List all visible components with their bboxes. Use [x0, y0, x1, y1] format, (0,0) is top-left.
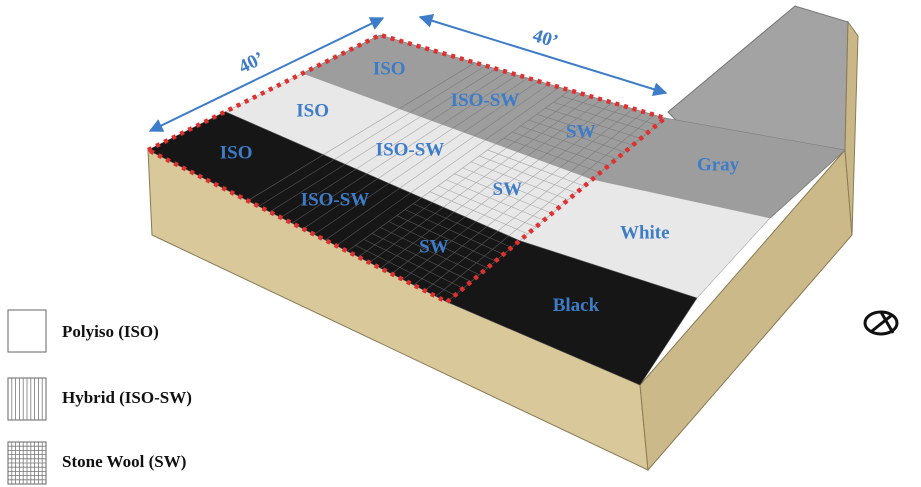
- hatch-line: [464, 159, 539, 218]
- reference-label: Gray: [697, 155, 740, 176]
- hatch-line: [527, 99, 602, 157]
- hatch-line: [570, 111, 645, 172]
- hatch-line: [377, 128, 454, 179]
- dimension-arrow: [148, 17, 385, 132]
- hatch-line: [345, 116, 421, 165]
- hatch-line: [424, 230, 499, 291]
- cell-label: ISO-SW: [301, 189, 370, 210]
- hatch-line: [446, 179, 545, 221]
- cell-label: SW: [566, 121, 596, 142]
- cell-label: ISO-SW: [451, 90, 520, 111]
- hatch-line: [363, 239, 464, 289]
- hatch-line: [545, 107, 641, 139]
- hatch-line: [506, 93, 581, 149]
- cell-label: SW: [493, 179, 523, 200]
- hatch-line: [313, 183, 390, 235]
- hatch-line: [443, 151, 518, 208]
- hatch-line: [355, 120, 432, 170]
- legend-swatch-stone: [7, 441, 47, 485]
- hatch-line: [553, 101, 649, 132]
- hatch-line: [517, 96, 592, 153]
- cell-label: SW: [419, 236, 449, 257]
- hatch-line: [388, 131, 464, 184]
- legend-label: Stone Wool (SW): [62, 452, 186, 471]
- dimension-arrow: [418, 14, 668, 96]
- hatch-line: [302, 178, 379, 230]
- cell-label: ISO: [220, 143, 253, 164]
- legend-swatch-iso: [7, 309, 47, 353]
- hatch-line: [475, 163, 550, 222]
- hatch-line: [358, 202, 433, 258]
- hatch-line: [581, 114, 655, 176]
- hatch-line: [355, 245, 456, 296]
- reference-label: White: [620, 222, 670, 243]
- hatch-line: [396, 215, 496, 262]
- hatch-line: [479, 155, 577, 194]
- cell-label: ISO: [373, 58, 406, 79]
- legend-label: Hybrid (ISO-SW): [62, 388, 192, 407]
- hatch-line: [484, 87, 560, 141]
- hatch-line: [399, 135, 475, 189]
- hatch-line: [291, 173, 368, 224]
- hatch-line: [536, 113, 633, 146]
- hatch-line: [391, 216, 466, 275]
- hatch-line: [336, 192, 411, 246]
- hatch-line: [366, 124, 443, 175]
- hatch-line: [269, 163, 346, 213]
- hatch-line: [559, 108, 634, 168]
- hatch-line: [435, 235, 509, 297]
- hatch-line: [429, 191, 528, 235]
- hatch-line: [538, 102, 613, 160]
- hatch-line: [413, 226, 488, 286]
- arm-side: [844, 20, 859, 236]
- reference-label: Black: [553, 295, 600, 316]
- hatch-line: [549, 105, 623, 164]
- hatch-line: [454, 155, 529, 213]
- hatch-line: [388, 221, 488, 269]
- hatch-line: [371, 233, 472, 282]
- hatch-line: [432, 147, 507, 203]
- hatch-line: [437, 185, 536, 228]
- hatch-line: [470, 161, 569, 201]
- hatch-line: [325, 187, 400, 241]
- hatch-line: [258, 159, 335, 207]
- hatch-line: [410, 139, 486, 194]
- dimension-label: 40’: [530, 25, 560, 52]
- hatch-line: [503, 137, 601, 173]
- hatch-line: [380, 211, 455, 269]
- hatch-line: [369, 206, 444, 263]
- hatch-line: [280, 168, 357, 218]
- dimension-label: 40’: [236, 48, 268, 78]
- hatch-line: [520, 125, 617, 160]
- hatch-line: [561, 96, 658, 126]
- hatch-line: [508, 175, 582, 237]
- legend-swatch-hybrid: [7, 377, 47, 421]
- hatch-line: [402, 221, 477, 280]
- north-arrow: [863, 310, 899, 336]
- hatch-line: [486, 167, 561, 227]
- hatch-line: [487, 149, 585, 187]
- cell-label: ISO: [296, 100, 329, 121]
- hatch-line: [454, 173, 553, 214]
- hatch-line: [462, 167, 561, 207]
- hatch-line: [404, 209, 504, 255]
- hatch-line: [413, 203, 512, 248]
- hatch-line: [380, 227, 480, 276]
- hatch-line: [497, 171, 572, 232]
- legend-label: Polyiso (ISO): [62, 322, 159, 341]
- cell-label: ISO-SW: [376, 140, 445, 161]
- hatch-line: [528, 119, 625, 153]
- hatch-line: [512, 131, 609, 166]
- hatch-line: [334, 112, 411, 160]
